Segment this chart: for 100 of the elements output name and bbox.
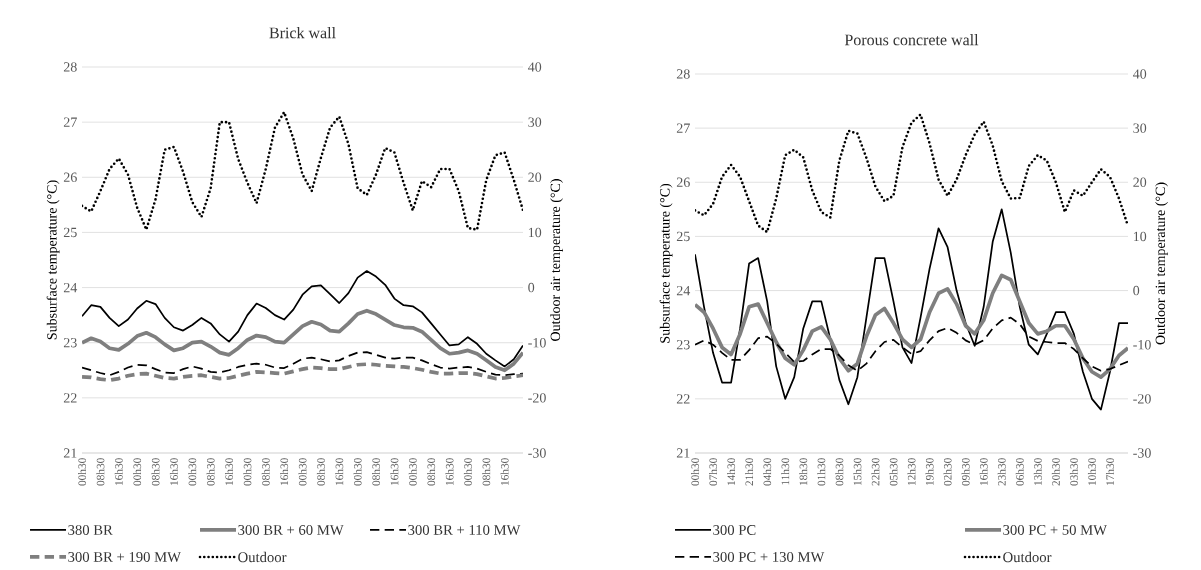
y-tick-label: 24 (63, 282, 78, 293)
legend-label: 300 PC + 130 MW (713, 552, 825, 562)
x-tick-label: 11h30 (781, 458, 790, 485)
y2-tick-label: -20 (1133, 394, 1151, 404)
x-tick-label: 04h30 (763, 458, 772, 486)
x-tick-label: 16h30 (500, 458, 509, 486)
legend-label: Outdoor (238, 551, 287, 563)
x-tick-label: 05h30 (889, 458, 898, 486)
y-tick-label: 24 (676, 285, 691, 296)
line-series (82, 110, 524, 232)
y-axis-title: Subsurface temperature (°C) (659, 183, 673, 343)
x-tick-label: 00h30 (133, 458, 142, 486)
x-tick-label: 19h30 (925, 458, 934, 486)
x-tick-label: 08h30 (261, 458, 270, 486)
x-tick-label: 00h30 (353, 458, 362, 486)
y-tick-label: 26 (63, 172, 77, 182)
x-tick-label: 16h30 (335, 458, 344, 486)
y-tick-label: 27 (63, 117, 77, 127)
y2-tick-label: 40 (527, 62, 542, 72)
x-tick-label: 13h30 (1033, 458, 1042, 486)
line-series (695, 113, 1128, 234)
x-tick-label: 07h30 (709, 458, 718, 486)
y2-tick-label: -10 (1133, 339, 1151, 350)
y2-tick-label: 30 (528, 117, 542, 127)
line-series (82, 270, 524, 368)
line-series (695, 273, 1128, 380)
y-tick-label: 28 (63, 62, 77, 72)
x-tick-label: 17h30 (1105, 458, 1114, 486)
x-tick-label: 08h30 (206, 458, 215, 486)
x-tick-label: 00h30 (243, 458, 252, 486)
x-tick-label: 16h30 (390, 458, 399, 486)
x-tick-label: 16h30 (445, 458, 454, 486)
x-tick-label: 00h30 (463, 458, 472, 486)
y-tick-label: 23 (63, 338, 77, 348)
x-tick-label: 08h30 (151, 458, 160, 486)
x-tick-label: 08h30 (835, 458, 844, 486)
x-tick-label: 16h30 (979, 458, 988, 486)
y2-tick-label: 20 (1133, 177, 1147, 188)
legend-label: 300 BR + 110 MW (408, 525, 521, 535)
y2-tick-label: 20 (528, 172, 542, 183)
legend-label: 300 PC + 50 MW (1003, 525, 1107, 535)
x-tick-label: 16h30 (225, 458, 233, 486)
x-tick-label: 16h30 (169, 458, 178, 486)
x-tick-label: 14h30 (727, 458, 736, 486)
x-tick-label: 02h30 (943, 458, 952, 486)
y-tick-label: 21 (63, 448, 77, 458)
y2-axis-title: Outdoor air temperature (°C) (1155, 182, 1168, 345)
y2-tick-label: -10 (528, 337, 546, 348)
legend-label: 300 BR + 190 MW (68, 552, 181, 562)
line-series (82, 351, 524, 377)
x-tick-label: 00h30 (691, 458, 699, 486)
legend-label: 380 BR (68, 525, 113, 535)
x-tick-label: 08h30 (427, 458, 436, 486)
y2-tick-label: -30 (1133, 448, 1151, 458)
x-tick-label: 00h30 (298, 458, 307, 486)
x-tick-label: 09h30 (961, 458, 970, 486)
y-tick-label: 22 (63, 393, 77, 403)
x-tick-label: 01h30 (817, 458, 826, 486)
x-tick-label: 22h30 (871, 458, 880, 486)
y2-tick-label: 10 (1133, 231, 1147, 242)
x-tick-label: 00h30 (408, 458, 417, 486)
x-tick-label: 00h30 (78, 458, 86, 486)
x-tick-label: 21h30 (745, 458, 754, 486)
x-tick-label: 23h30 (997, 458, 1006, 486)
x-tick-label: 03h30 (1069, 458, 1078, 486)
y2-tick-label: 10 (528, 227, 542, 238)
x-tick-label: 06h30 (1015, 458, 1024, 486)
line-series (695, 208, 1128, 411)
y2-tick-label: -20 (528, 393, 546, 403)
x-tick-label: 12h30 (907, 458, 916, 486)
y-tick-label: 22 (676, 394, 690, 404)
y2-axis-title: Outdoor air temperature (°C) (550, 179, 563, 341)
x-tick-label: 10h30 (1087, 458, 1096, 486)
y2-tick-label: 30 (1133, 123, 1147, 133)
y2-tick-label: 40 (1132, 69, 1147, 79)
x-tick-label: 08h30 (372, 458, 380, 486)
line-series (82, 308, 524, 373)
y2-tick-label: -30 (528, 448, 546, 458)
x-tick-label: 18h30 (799, 458, 808, 486)
legend-label: 300 BR + 60 MW (238, 525, 344, 535)
y-tick-label: 28 (676, 69, 690, 79)
y-tick-label: 27 (676, 123, 690, 133)
x-tick-label: 08h30 (316, 458, 325, 486)
y-tick-label: 25 (63, 227, 77, 238)
y-tick-label: 26 (676, 177, 690, 187)
y-tick-label: 25 (676, 231, 690, 242)
y-axis-title: Subsurface temperature (°C) (46, 180, 60, 340)
legend-label: 300 PC (713, 525, 756, 535)
x-tick-label: 08h30 (482, 458, 491, 486)
x-tick-label: 08h30 (96, 458, 105, 486)
y2-tick-label: 0 (528, 282, 535, 293)
line-series (82, 362, 524, 383)
x-tick-label: 20h30 (1051, 458, 1060, 486)
y-tick-label: 21 (676, 448, 690, 458)
x-tick-label: 16h30 (114, 458, 123, 486)
legend-label: Outdoor (1003, 551, 1052, 563)
chart-title: Brick wall (269, 27, 336, 39)
y-tick-label: 23 (676, 340, 690, 350)
x-tick-label: 15h30 (853, 458, 862, 486)
x-tick-label: 00h30 (188, 458, 197, 486)
